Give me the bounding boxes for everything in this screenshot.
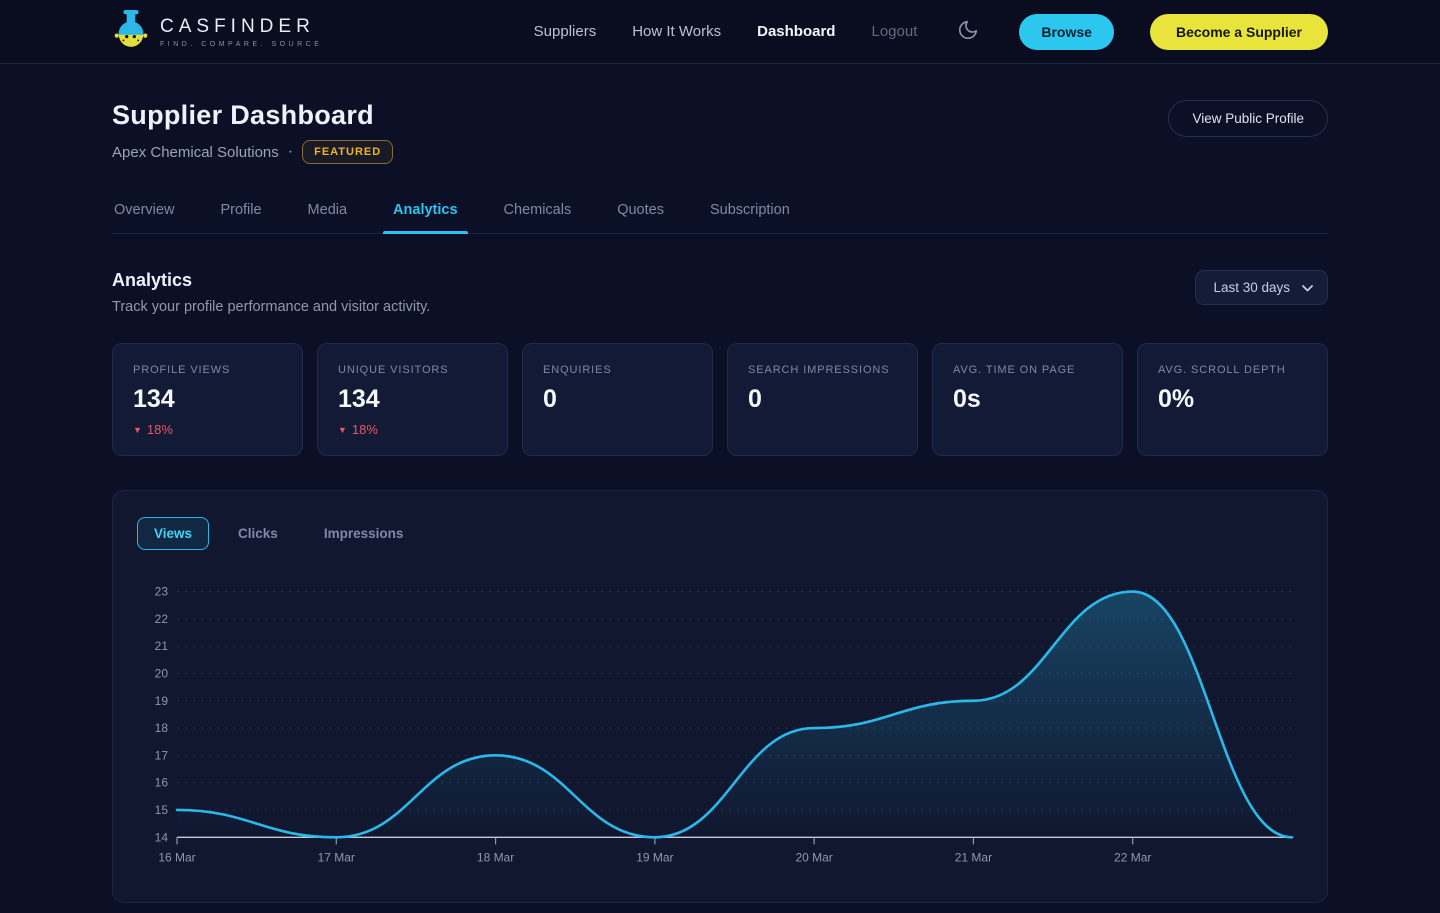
- stats-grid: PROFILE VIEWS 134 ▼ 18% UNIQUE VISITORS …: [112, 343, 1328, 456]
- stat-label: AVG. TIME ON PAGE: [953, 364, 1102, 376]
- page-subtitle: Apex Chemical Solutions · FEATURED: [112, 140, 393, 164]
- svg-text:22 Mar: 22 Mar: [1114, 851, 1151, 865]
- svg-text:23: 23: [155, 585, 169, 599]
- brand-name: CASFINDER: [160, 16, 322, 38]
- stat-card-search-impressions: SEARCH IMPRESSIONS 0: [727, 343, 918, 456]
- svg-text:16: 16: [155, 776, 169, 790]
- tab-chemicals[interactable]: Chemicals: [502, 196, 574, 233]
- tab-profile[interactable]: Profile: [218, 196, 263, 233]
- analytics-heading: Analytics: [112, 270, 430, 291]
- views-line-chart: 14 15 16 17 18 19 20 21 22 23 16 Mar 17 Mar 18 Mar 19…: [137, 557, 1303, 884]
- svg-text:21: 21: [155, 639, 169, 653]
- view-public-profile-button[interactable]: View Public Profile: [1168, 100, 1328, 137]
- theme-toggle-button[interactable]: [953, 15, 983, 48]
- main-content: Supplier Dashboard Apex Chemical Solutio…: [112, 100, 1328, 903]
- stat-value: 0%: [1158, 385, 1307, 414]
- top-navigation-bar: CASFINDER FIND. COMPARE. SOURCE Supplier…: [0, 0, 1440, 64]
- nav-how-it-works[interactable]: How It Works: [632, 23, 721, 40]
- stat-card-avg-time-on-page: AVG. TIME ON PAGE 0s: [932, 343, 1123, 456]
- stat-label: SEARCH IMPRESSIONS: [748, 364, 897, 376]
- svg-text:18 Mar: 18 Mar: [477, 851, 514, 865]
- stat-label: ENQUIRIES: [543, 364, 692, 376]
- stat-value: 134: [338, 385, 487, 414]
- chart-toggle-clicks[interactable]: Clicks: [221, 517, 295, 550]
- stat-value: 134: [133, 385, 282, 414]
- svg-text:18: 18: [155, 721, 169, 735]
- tab-subscription[interactable]: Subscription: [708, 196, 792, 233]
- date-range-value: Last 30 days: [1213, 280, 1290, 295]
- svg-text:20: 20: [155, 666, 169, 680]
- svg-text:17: 17: [155, 748, 169, 762]
- tab-overview[interactable]: Overview: [112, 196, 176, 233]
- stat-card-unique-visitors: UNIQUE VISITORS 134 ▼ 18%: [317, 343, 508, 456]
- browse-button[interactable]: Browse: [1019, 14, 1114, 50]
- nav-dashboard[interactable]: Dashboard: [757, 23, 835, 40]
- svg-text:14: 14: [155, 830, 169, 844]
- separator-dot: ·: [288, 143, 293, 161]
- stat-value: 0s: [953, 385, 1102, 414]
- analytics-chart-panel: Views Clicks Impressions 14 15 16 17 18 19 20 2…: [112, 490, 1328, 903]
- stat-card-avg-scroll-depth: AVG. SCROLL DEPTH 0%: [1137, 343, 1328, 456]
- stat-value: 0: [543, 385, 692, 414]
- chevron-down-icon: [1302, 280, 1313, 295]
- featured-badge: FEATURED: [302, 140, 393, 164]
- svg-text:21 Mar: 21 Mar: [955, 851, 992, 865]
- chart-metric-toggles: Views Clicks Impressions: [137, 517, 1303, 550]
- stat-label: AVG. SCROLL DEPTH: [1158, 364, 1307, 376]
- brand-tagline: FIND. COMPARE. SOURCE: [160, 41, 322, 48]
- company-name: Apex Chemical Solutions: [112, 144, 279, 161]
- tab-analytics[interactable]: Analytics: [391, 196, 459, 233]
- nav-logout[interactable]: Logout: [871, 23, 917, 40]
- brand-logo[interactable]: CASFINDER FIND. COMPARE. SOURCE: [112, 9, 322, 54]
- date-range-select[interactable]: Last 30 days: [1195, 270, 1328, 305]
- moon-icon: [957, 19, 979, 44]
- svg-text:17 Mar: 17 Mar: [318, 851, 355, 865]
- chart-svg: 14 15 16 17 18 19 20 21 22 23 16 Mar 17 Mar 18 Mar 19…: [137, 557, 1303, 884]
- stat-label: PROFILE VIEWS: [133, 364, 282, 376]
- become-a-supplier-button[interactable]: Become a Supplier: [1150, 14, 1328, 50]
- page-title: Supplier Dashboard: [112, 100, 393, 131]
- analytics-header: Analytics Track your profile performance…: [112, 270, 1328, 315]
- dashboard-tabs: Overview Profile Media Analytics Chemica…: [112, 196, 1328, 234]
- tab-quotes[interactable]: Quotes: [615, 196, 666, 233]
- page-header: Supplier Dashboard Apex Chemical Solutio…: [112, 100, 1328, 164]
- flask-mascot-icon: [112, 9, 150, 54]
- stat-delta: ▼ 18%: [133, 422, 282, 437]
- chart-toggle-impressions[interactable]: Impressions: [307, 517, 421, 550]
- stat-card-enquiries: ENQUIRIES 0: [522, 343, 713, 456]
- top-nav-links: Suppliers How It Works Dashboard Logout …: [534, 14, 1328, 50]
- stat-card-profile-views: PROFILE VIEWS 134 ▼ 18%: [112, 343, 303, 456]
- stat-delta: ▼ 18%: [338, 422, 487, 437]
- svg-text:19 Mar: 19 Mar: [636, 851, 673, 865]
- stat-value: 0: [748, 385, 897, 414]
- svg-text:19: 19: [155, 694, 169, 708]
- svg-text:22: 22: [155, 612, 169, 626]
- down-arrow-icon: ▼: [133, 425, 142, 435]
- tab-media[interactable]: Media: [306, 196, 350, 233]
- analytics-subheading: Track your profile performance and visit…: [112, 299, 430, 315]
- svg-text:15: 15: [155, 803, 169, 817]
- nav-suppliers[interactable]: Suppliers: [534, 23, 597, 40]
- chart-toggle-views[interactable]: Views: [137, 517, 209, 550]
- svg-text:20 Mar: 20 Mar: [795, 851, 832, 865]
- stat-label: UNIQUE VISITORS: [338, 364, 487, 376]
- down-arrow-icon: ▼: [338, 425, 347, 435]
- svg-text:16 Mar: 16 Mar: [158, 851, 195, 865]
